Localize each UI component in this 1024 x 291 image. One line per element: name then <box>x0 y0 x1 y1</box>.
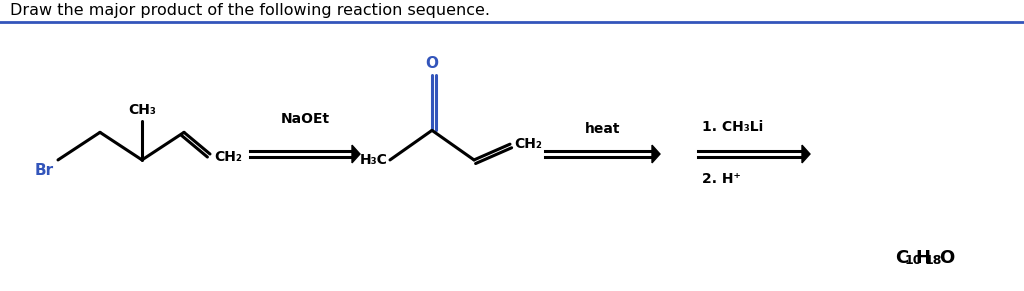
Text: CH₂: CH₂ <box>514 137 542 151</box>
Polygon shape <box>802 145 810 163</box>
Text: CH₂: CH₂ <box>214 150 242 164</box>
Text: O: O <box>426 56 438 71</box>
Polygon shape <box>352 145 360 163</box>
Polygon shape <box>652 145 660 163</box>
Text: CH₃: CH₃ <box>128 102 156 117</box>
Text: Br: Br <box>35 163 54 178</box>
Text: 18: 18 <box>925 253 942 267</box>
Text: Draw the major product of the following reaction sequence.: Draw the major product of the following … <box>10 3 490 18</box>
Text: O: O <box>939 249 954 267</box>
Text: 2. H⁺: 2. H⁺ <box>702 172 740 186</box>
Text: NaOEt: NaOEt <box>281 112 330 126</box>
Text: 1. CH₃Li: 1. CH₃Li <box>702 120 763 134</box>
Text: heat: heat <box>585 122 621 136</box>
Text: C: C <box>895 249 908 267</box>
Text: H: H <box>915 249 930 267</box>
Text: H₃C: H₃C <box>360 153 388 167</box>
Text: 10: 10 <box>905 253 923 267</box>
